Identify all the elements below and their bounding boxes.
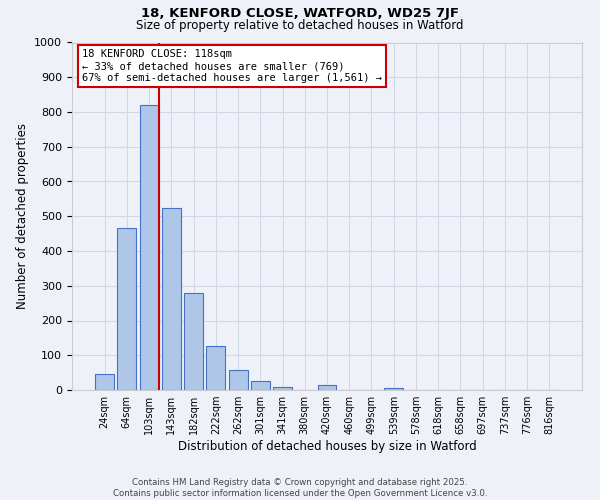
Bar bbox=[384, 388, 403, 390]
Bar bbox=[162, 208, 181, 390]
Bar bbox=[229, 370, 248, 390]
Text: 18, KENFORD CLOSE, WATFORD, WD25 7JF: 18, KENFORD CLOSE, WATFORD, WD25 7JF bbox=[141, 8, 459, 20]
Bar bbox=[273, 386, 292, 390]
Bar bbox=[95, 374, 114, 390]
Bar bbox=[140, 105, 158, 390]
Bar bbox=[184, 294, 203, 390]
Bar bbox=[118, 228, 136, 390]
Bar bbox=[317, 386, 337, 390]
Y-axis label: Number of detached properties: Number of detached properties bbox=[16, 123, 29, 309]
X-axis label: Distribution of detached houses by size in Watford: Distribution of detached houses by size … bbox=[178, 440, 476, 453]
Bar bbox=[206, 346, 225, 390]
Bar bbox=[251, 382, 270, 390]
Text: Contains HM Land Registry data © Crown copyright and database right 2025.
Contai: Contains HM Land Registry data © Crown c… bbox=[113, 478, 487, 498]
Text: Size of property relative to detached houses in Watford: Size of property relative to detached ho… bbox=[136, 19, 464, 32]
Text: 18 KENFORD CLOSE: 118sqm
← 33% of detached houses are smaller (769)
67% of semi-: 18 KENFORD CLOSE: 118sqm ← 33% of detach… bbox=[82, 50, 382, 82]
